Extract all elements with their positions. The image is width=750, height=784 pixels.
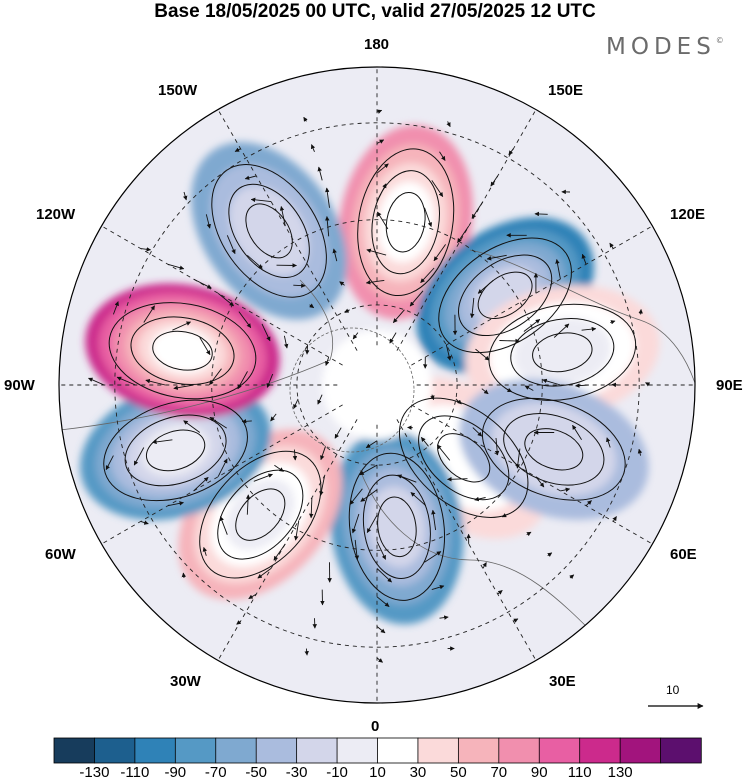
colorbar-labels: -130 -110 -90 -70 -50 -30 -10 10 30 50 70 90 110 130 <box>0 764 750 784</box>
wind-vector <box>535 214 548 215</box>
colorbar-tick-label: -110 <box>120 764 149 781</box>
colorbar-tick-label: 130 <box>608 764 633 781</box>
colorbar-tick-label: -30 <box>286 764 308 781</box>
colorbar-swatch-9 <box>418 738 459 763</box>
label-150e: 150E <box>548 82 583 99</box>
colorbar-swatches <box>54 738 701 763</box>
label-90w: 90W <box>4 377 35 394</box>
colorbar-tick-label: 70 <box>490 764 507 781</box>
wind-vector <box>307 345 308 354</box>
label-60e: 60E <box>670 546 697 563</box>
colorbar-swatch-7 <box>337 738 378 763</box>
label-0: 0 <box>371 718 379 735</box>
label-150w: 150W <box>158 82 197 99</box>
colorbar-tick-label: 10 <box>369 764 386 781</box>
colorbar-tick-label: 30 <box>410 764 427 781</box>
wind-vector <box>641 309 642 314</box>
colorbar-swatch-14 <box>620 738 661 763</box>
colorbar-swatch-3 <box>175 738 216 763</box>
colorbar-tick-label: 90 <box>531 764 548 781</box>
label-120e: 120E <box>670 206 705 223</box>
colorbar-swatch-10 <box>458 738 499 763</box>
colorbar-swatch-12 <box>539 738 580 763</box>
colorbar-swatch-5 <box>256 738 297 763</box>
colorbar-swatch-6 <box>297 738 338 763</box>
colorbar-swatch-15 <box>661 738 702 763</box>
colorbar-swatch-4 <box>216 738 257 763</box>
colorbar-swatch-2 <box>135 738 176 763</box>
colorbar-swatch-1 <box>94 738 135 763</box>
colorbar-tick-label: -90 <box>164 764 186 781</box>
colorbar-tick-label: -10 <box>326 764 348 781</box>
reference-vector-value: 10 <box>666 683 679 697</box>
polar-cap <box>322 330 432 440</box>
label-30e: 30E <box>549 673 576 690</box>
colorbar-tick-label: 110 <box>568 764 592 781</box>
label-90e: 90E <box>716 377 743 394</box>
colorbar-swatch-13 <box>580 738 621 763</box>
colorbar-tick-label: -130 <box>79 764 109 781</box>
wind-vector <box>293 285 305 286</box>
label-120w: 120W <box>36 206 75 223</box>
colorbar-tick-label: -50 <box>245 764 267 781</box>
colorbar-swatch-8 <box>378 738 419 763</box>
colorbar-swatch-11 <box>499 738 540 763</box>
colorbar-tick-label: -70 <box>205 764 227 781</box>
label-60w: 60W <box>45 546 76 563</box>
colorbar-swatch-0 <box>54 738 95 763</box>
label-30w: 30W <box>170 673 201 690</box>
colorbar-tick-label: 50 <box>450 764 467 781</box>
label-180: 180 <box>364 36 389 53</box>
wind-vector <box>499 341 519 342</box>
